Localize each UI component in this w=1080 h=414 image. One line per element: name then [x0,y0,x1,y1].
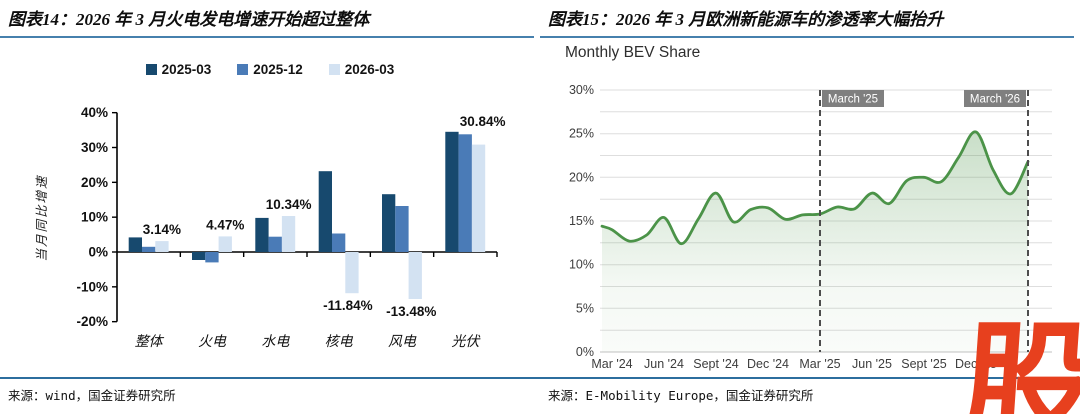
legend-label-2025-12: 2025-12 [253,62,303,77]
line-chart: 0% 5% 10% 15% 20% 25% 30% Mar '24 Jun '24 Sept '2… [569,83,1052,371]
bar [142,246,156,252]
bar [471,144,486,252]
legend-item-2026-03: 2026-03 [328,62,395,77]
annotation-label: March '25 [828,94,878,106]
bev-share-line [600,130,1030,246]
y-tick-label: 25% [569,127,594,141]
legend-label-2026-03: 2026-03 [344,62,395,77]
bar [192,252,206,260]
bar [281,216,296,252]
bar [255,217,269,252]
legend-swatch-2026-03 [328,64,340,75]
bar [395,206,409,252]
legend-item-2025-12: 2025-12 [237,62,303,77]
category-label: 水电 [261,333,290,349]
y-tick-label: 20% [81,175,108,190]
bar [205,252,219,263]
bar [268,236,282,252]
y-tick-label: 20% [569,170,594,184]
line-chart-subtitle: Monthly BEV Share [565,44,701,61]
category-label: 火电 [198,333,227,349]
right-title-rule [540,36,1074,38]
value-label: 4.47% [206,217,244,232]
x-tick-label: Dec '25 [955,357,997,371]
annotation-label: March '26 [970,94,1020,106]
footer-rule [0,377,1080,379]
y-tick-label: -10% [76,279,108,294]
bar [332,233,346,252]
bar [318,171,332,252]
annotation-box [964,90,1026,107]
left-chart-panel: 图表14：2026 年 3 月火电发电增速开始超过整体 2025-03 2025… [0,0,540,380]
y-tick-label: 10% [569,258,594,272]
y-tick-label: 5% [576,301,594,315]
x-tick-label: Jun '24 [644,357,684,371]
right-chart-title: 图表15：2026 年 3 月欧洲新能源车的渗透率大幅抬升 [548,10,944,29]
bar [445,131,459,252]
category-label: 光伏 [451,333,481,349]
value-label: -11.84% [323,298,373,313]
y-axis-title: 当月同比增速 [35,174,49,262]
bar [218,236,232,252]
bar [345,252,359,294]
y-tick-label: -20% [76,314,108,329]
category-label: 整体 [135,333,165,349]
value-label: 10.34% [266,197,312,212]
legend-swatch-2025-12 [237,64,249,75]
y-tick-label: 0% [576,345,594,359]
bar [128,237,142,252]
legend-item-2025-03: 2025-03 [145,62,212,77]
legend-swatch-2025-03 [145,64,157,75]
annotation-box [822,90,884,107]
left-chart-title: 图表14：2026 年 3 月火电发电增速开始超过整体 [8,10,370,29]
y-tick-label: 0% [88,245,108,260]
x-tick-label: Mar '25 [799,357,840,371]
category-label: 风电 [388,333,417,349]
y-tick-label: 30% [569,83,594,97]
area-fill [602,131,1028,352]
value-label: 3.14% [143,222,181,237]
value-label: 30.84% [460,114,506,129]
bar-chart-legend: 2025-03 2025-12 2026-03 [0,62,540,77]
bar [458,134,472,252]
category-label: 核电 [325,333,354,349]
x-tick-label: Sept '24 [693,357,739,371]
y-tick-label: 10% [81,210,108,225]
left-title-rule [0,36,534,38]
bar [382,194,396,252]
x-tick-label: Jun '25 [852,357,892,371]
legend-label-2025-03: 2025-03 [161,62,212,77]
bar [155,241,169,252]
right-source-note: 来源：E-Mobility Europe，国金证券研究所 [548,388,814,403]
y-tick-label: 15% [569,214,594,228]
x-tick-label: Dec '24 [747,357,789,371]
right-chart-panel: 图表15：2026 年 3 月欧洲新能源车的渗透率大幅抬升 Monthly BE… [540,0,1080,380]
left-source-note: 来源：wind，国金证券研究所 [8,388,176,403]
bar [408,252,422,299]
value-label: -13.48% [386,304,436,319]
y-tick-label: 40% [81,105,108,120]
y-tick-label: 30% [81,140,108,155]
x-tick-label: Sept '25 [901,357,947,371]
x-tick-label: Mar '24 [591,357,632,371]
